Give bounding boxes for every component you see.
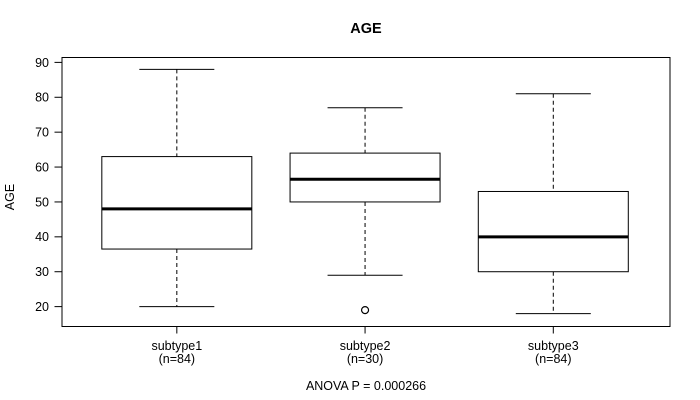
x-category-label: subtype1 — [151, 339, 202, 353]
y-tick-label: 20 — [35, 300, 49, 314]
y-tick-label: 50 — [35, 195, 49, 209]
chart-title: AGE — [350, 21, 382, 37]
y-axis-label: AGE — [3, 184, 17, 210]
y-tick-label: 70 — [35, 126, 49, 140]
x-category-sublabel: (n=30) — [347, 352, 383, 366]
iqr-box — [477, 190, 629, 273]
plot-border — [61, 57, 671, 327]
x-category-label: subtype2 — [340, 339, 391, 353]
y-tick-label: 40 — [35, 230, 49, 244]
iqr-box — [289, 152, 441, 203]
y-tick-label: 90 — [35, 56, 49, 70]
x-category-label: subtype3 — [528, 339, 579, 353]
y-tick-label: 60 — [35, 160, 49, 174]
y-tick-label: 30 — [35, 265, 49, 279]
y-tick-label: 80 — [35, 91, 49, 105]
x-category-sublabel: (n=84) — [159, 352, 195, 366]
x-category-sublabel: (n=84) — [535, 352, 571, 366]
boxplot-elements: 2030405060708090subtype1(n=84)subtype2(n… — [35, 56, 671, 366]
iqr-box — [101, 156, 253, 250]
outlier-point — [360, 306, 370, 315]
anova-p-label: ANOVA P = 0.000266 — [306, 379, 426, 393]
